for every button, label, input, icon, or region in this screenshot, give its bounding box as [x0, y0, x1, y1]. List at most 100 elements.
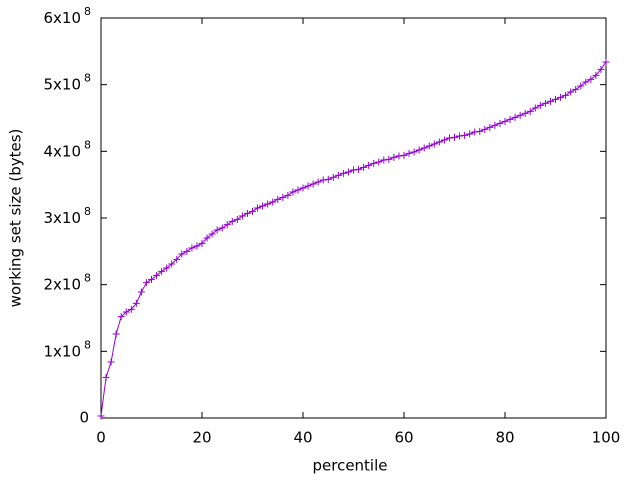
data-point — [294, 186, 302, 194]
data-point — [148, 275, 155, 283]
data-point — [597, 65, 605, 73]
y-tick-label: 2x10 8 — [43, 272, 91, 294]
data-point — [400, 151, 408, 159]
data-point — [102, 373, 110, 381]
y-tick-label-base: 2x10 — [43, 275, 81, 293]
data-point — [562, 91, 570, 99]
data-point — [193, 242, 201, 250]
y-tick-label-exponent: 8 — [84, 272, 91, 285]
data-point — [314, 178, 322, 186]
data-point — [375, 158, 383, 166]
y-tick-label-base: 1x10 — [43, 342, 81, 360]
data-point — [567, 88, 575, 96]
y-tick-label: 4x10 8 — [43, 138, 91, 160]
data-point — [592, 71, 600, 79]
data-point — [158, 267, 166, 275]
data-point — [319, 176, 327, 184]
data-point — [173, 255, 181, 263]
data-point — [223, 221, 231, 229]
data-point — [456, 132, 464, 140]
x-tick-label: 100 — [592, 429, 621, 447]
data-point — [309, 180, 317, 188]
data-point — [471, 128, 479, 136]
data-point — [410, 148, 418, 156]
data-point — [476, 127, 484, 135]
data-point — [228, 217, 236, 225]
data-point — [213, 226, 221, 234]
data-point — [365, 161, 373, 169]
data-point — [254, 204, 262, 212]
data-point — [536, 101, 544, 109]
y-tick-label-exponent: 8 — [84, 338, 91, 351]
data-point — [491, 121, 499, 129]
data-point — [461, 131, 469, 139]
data-point — [380, 156, 388, 164]
data-point — [334, 171, 342, 179]
data-point — [385, 155, 393, 163]
data-point — [546, 97, 554, 105]
data-point — [521, 109, 529, 117]
data-point — [122, 308, 130, 316]
data-point — [541, 99, 549, 107]
y-tick-label: 0 — [79, 409, 89, 427]
data-point — [284, 191, 292, 199]
data-point — [274, 195, 282, 203]
data-point — [557, 93, 565, 101]
data-point — [577, 82, 585, 90]
data-point — [587, 75, 595, 83]
data-point — [269, 198, 277, 206]
data-point — [97, 412, 105, 420]
y-axis-label: working set size (bytes) — [7, 129, 25, 308]
data-point — [324, 175, 332, 183]
data-point — [178, 250, 186, 258]
data-point — [344, 168, 352, 176]
y-tick-label: 6x10 8 — [43, 5, 91, 27]
data-point — [329, 173, 337, 181]
data-point — [552, 95, 559, 103]
y-tick-label: 1x10 8 — [43, 338, 91, 360]
data-point — [238, 212, 246, 220]
data-point — [304, 182, 312, 190]
y-tick-label-base: 6x10 — [43, 9, 81, 27]
data-point — [445, 134, 453, 142]
data-point — [526, 107, 534, 115]
y-tick-label-exponent: 8 — [84, 138, 91, 151]
data-point — [496, 119, 504, 127]
x-tick-label: 40 — [293, 429, 312, 447]
data-point — [435, 138, 443, 146]
data-point — [370, 159, 378, 167]
data-point — [168, 260, 176, 268]
data-point — [405, 149, 413, 157]
data-point — [390, 153, 398, 161]
data-point — [243, 209, 251, 217]
data-point — [466, 130, 474, 138]
data-point — [511, 113, 519, 121]
data-point — [137, 288, 145, 296]
data-point — [198, 239, 206, 247]
x-axis-label: percentile — [312, 457, 387, 475]
data-point — [506, 115, 514, 123]
y-tick-label-exponent: 8 — [84, 72, 91, 85]
data-point — [112, 330, 120, 338]
data-point — [264, 200, 272, 208]
x-tick-label: 60 — [394, 429, 413, 447]
data-point — [249, 207, 256, 215]
data-point — [279, 193, 287, 201]
data-point — [415, 146, 423, 154]
data-point — [127, 305, 135, 313]
x-tick-label: 0 — [96, 429, 106, 447]
data-point — [142, 279, 150, 287]
data-point — [425, 142, 433, 150]
y-tick-label-exponent: 8 — [84, 5, 91, 18]
data-point — [501, 117, 509, 125]
data-point — [355, 165, 363, 173]
data-point — [430, 140, 438, 148]
data-point — [218, 224, 226, 232]
data-point — [339, 169, 347, 177]
data-point — [153, 271, 161, 279]
y-tick-label-exponent: 8 — [84, 205, 91, 218]
data-point — [233, 215, 241, 223]
data-point — [107, 358, 115, 366]
data-point — [289, 188, 297, 196]
